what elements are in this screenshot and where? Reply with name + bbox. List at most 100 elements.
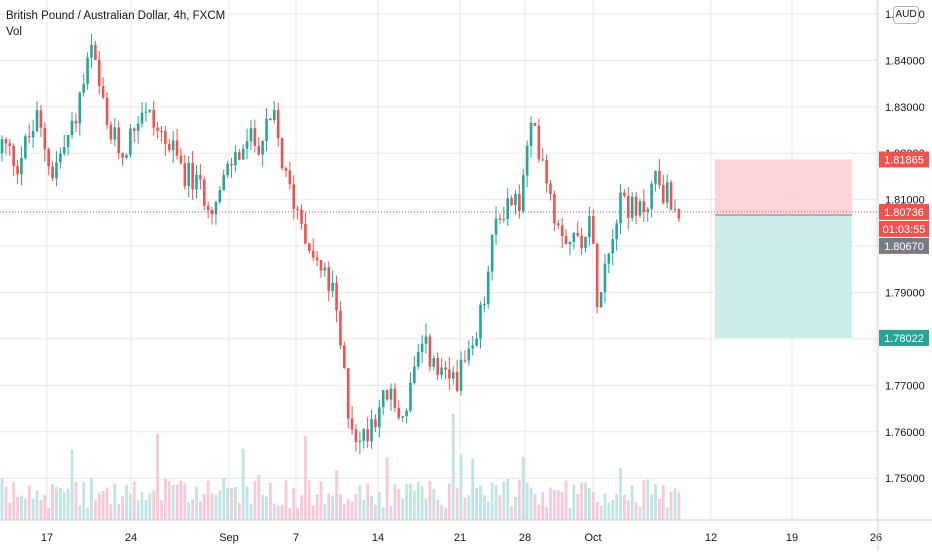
- candle-body: [39, 110, 43, 128]
- volume-bar: [113, 483, 117, 520]
- candle-body: [125, 155, 128, 158]
- volume-bar: [397, 489, 401, 520]
- candle-body: [214, 202, 218, 215]
- price-tick-label: 1.81000: [885, 195, 925, 207]
- volume-bars: [0, 413, 681, 520]
- price-tick-label: 1.76000: [885, 427, 925, 439]
- volume-bar: [576, 493, 580, 520]
- candle-body: [366, 429, 369, 442]
- candle-body: [475, 338, 478, 346]
- volume-bar: [401, 498, 405, 520]
- volume-bar: [128, 493, 132, 520]
- volume-bar: [206, 480, 210, 520]
- candle-body: [136, 123, 140, 131]
- stop-loss-zone[interactable]: [715, 159, 852, 215]
- time-tick-label: 12: [705, 532, 717, 544]
- volume-bar: [572, 484, 576, 520]
- position-tool[interactable]: [715, 159, 852, 338]
- volume-bar: [241, 448, 245, 520]
- volume-bar: [78, 505, 82, 520]
- volume-bar: [156, 433, 159, 520]
- volume-bar: [234, 486, 237, 520]
- volume-bar: [514, 496, 517, 520]
- candle-body: [94, 44, 97, 60]
- volume-bar: [677, 492, 681, 520]
- candle-body: [82, 84, 85, 93]
- stop-price-label-bg: [879, 151, 929, 168]
- candle-body: [486, 271, 490, 305]
- volume-bar: [66, 488, 70, 520]
- volume-bar: [136, 500, 140, 520]
- volume-bar: [385, 457, 389, 520]
- volume-bar: [31, 498, 35, 520]
- candle-body: [619, 192, 622, 224]
- time-tick-label: Sep: [219, 532, 239, 544]
- candle-body: [237, 152, 241, 160]
- candle-body: [455, 372, 459, 391]
- symbol-title[interactable]: British Pound / Australian Dollar, 4h, F…: [6, 10, 226, 22]
- volume-bar: [132, 481, 136, 520]
- entry-price-label-bg: [879, 237, 929, 254]
- volume-bar: [545, 507, 548, 520]
- volume-bar: [517, 479, 521, 520]
- candle-body: [576, 232, 580, 236]
- volume-bar: [198, 501, 202, 520]
- volume-bar: [436, 499, 440, 520]
- volume-bar: [4, 486, 8, 520]
- candle-body: [611, 239, 615, 254]
- volume-bar: [105, 487, 109, 520]
- candle-body: [541, 159, 545, 161]
- time-tick-label: 24: [125, 532, 137, 544]
- volume-bar: [587, 488, 591, 520]
- candle-body: [280, 138, 284, 169]
- candle-body: [74, 120, 78, 124]
- volume-bar: [358, 485, 362, 520]
- volume-bar: [125, 484, 128, 520]
- volume-bar: [654, 483, 657, 520]
- candle-body: [358, 440, 362, 443]
- candle-body: [432, 358, 436, 367]
- volume-bar: [498, 495, 502, 520]
- volume-bar: [486, 501, 490, 520]
- take-profit-zone[interactable]: [715, 214, 852, 338]
- candle-body: [315, 257, 319, 261]
- volume-bar: [459, 454, 463, 520]
- candlesticks: [0, 34, 681, 455]
- candle-body: [444, 367, 447, 370]
- volume-bar: [339, 493, 342, 520]
- volume-bar: [642, 480, 646, 520]
- volume-indicator-label[interactable]: Vol: [6, 26, 22, 38]
- volume-bar: [183, 483, 187, 520]
- volume-bar: [323, 503, 327, 520]
- entry-price-label-text: 1.80670: [884, 241, 924, 253]
- volume-bar: [16, 497, 19, 520]
- candle-body: [276, 109, 280, 139]
- volume-bar: [603, 493, 607, 520]
- chart-legend: British Pound / Australian Dollar, 4h, F…: [6, 8, 225, 40]
- volume-bar: [269, 482, 272, 520]
- candle-body: [599, 292, 603, 308]
- candle-body: [202, 179, 206, 206]
- candle-body: [167, 144, 171, 151]
- currency-badge[interactable]: AUD: [893, 6, 919, 24]
- price-tick-label: 1.84000: [885, 55, 925, 67]
- time-tick-label: 7: [293, 532, 299, 544]
- candle-body: [389, 388, 393, 400]
- target-price-label-text: 1.78022: [884, 333, 924, 345]
- candle-body: [662, 184, 665, 203]
- volume-bar: [311, 505, 315, 520]
- volume-bar: [167, 481, 171, 520]
- candle-body: [374, 419, 377, 427]
- candle-body: [234, 152, 237, 166]
- volume-bar: [109, 504, 113, 520]
- candle-body: [156, 127, 159, 132]
- volume-bar: [226, 487, 230, 520]
- candle-body: [109, 124, 113, 140]
- volume-bar: [121, 496, 124, 520]
- volume-bar: [43, 495, 47, 520]
- candle-body: [626, 195, 630, 218]
- volume-bar: [611, 499, 615, 520]
- candle-body: [206, 205, 210, 211]
